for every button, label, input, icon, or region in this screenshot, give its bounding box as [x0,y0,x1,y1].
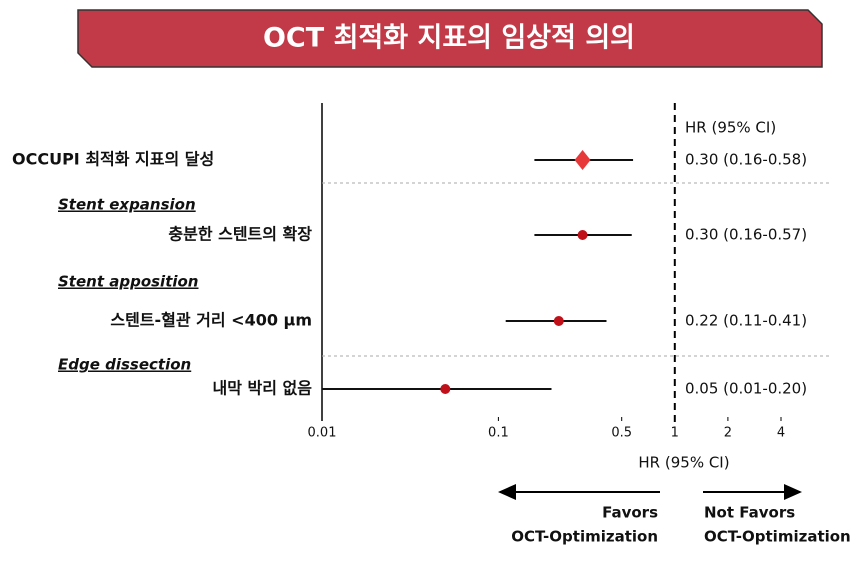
row-label: OCCUPI 최적화 지표의 달성 [12,150,214,169]
row-label: 내막 박리 없음 [213,379,313,398]
column-header: HR (95% CI) [685,119,776,137]
x-tick-label: 4 [777,426,785,441]
arrow-label: OCT-Optimization [704,528,851,546]
x-tick-label: 0.1 [488,426,509,441]
point-estimate [577,230,588,240]
x-axis-label: HR (95% CI) [638,454,729,472]
value-label: 0.30 (0.16-0.58) [685,151,807,169]
title-banner [77,9,823,68]
x-tick-label: 0.5 [611,426,632,441]
arrow-label: OCT-Optimization [511,528,658,546]
point-estimate [553,316,564,326]
group-label: Stent apposition [58,273,199,291]
value-label: 0.22 (0.11-0.41) [685,312,807,330]
value-label: 0.30 (0.16-0.57) [685,226,807,244]
chart-title: OCT 최적화 지표의 임상적 의의 [263,23,635,54]
x-tick-label: 2 [724,426,732,441]
x-tick-label: 0.01 [308,426,337,441]
value-label: 0.05 (0.01-0.20) [685,380,807,398]
group-label: Stent expansion [58,196,196,214]
arrow-label: Not Favors [704,504,795,522]
x-tick-label: 1 [671,426,679,441]
row-label: 충분한 스텐트의 확장 [168,225,312,244]
point-estimate [574,150,591,170]
point-estimate [440,384,451,394]
group-label: Edge dissection [58,356,191,374]
row-label: 스텐트-혈관 거리 <400 µm [110,311,312,330]
arrow-label: Favors [602,504,658,522]
